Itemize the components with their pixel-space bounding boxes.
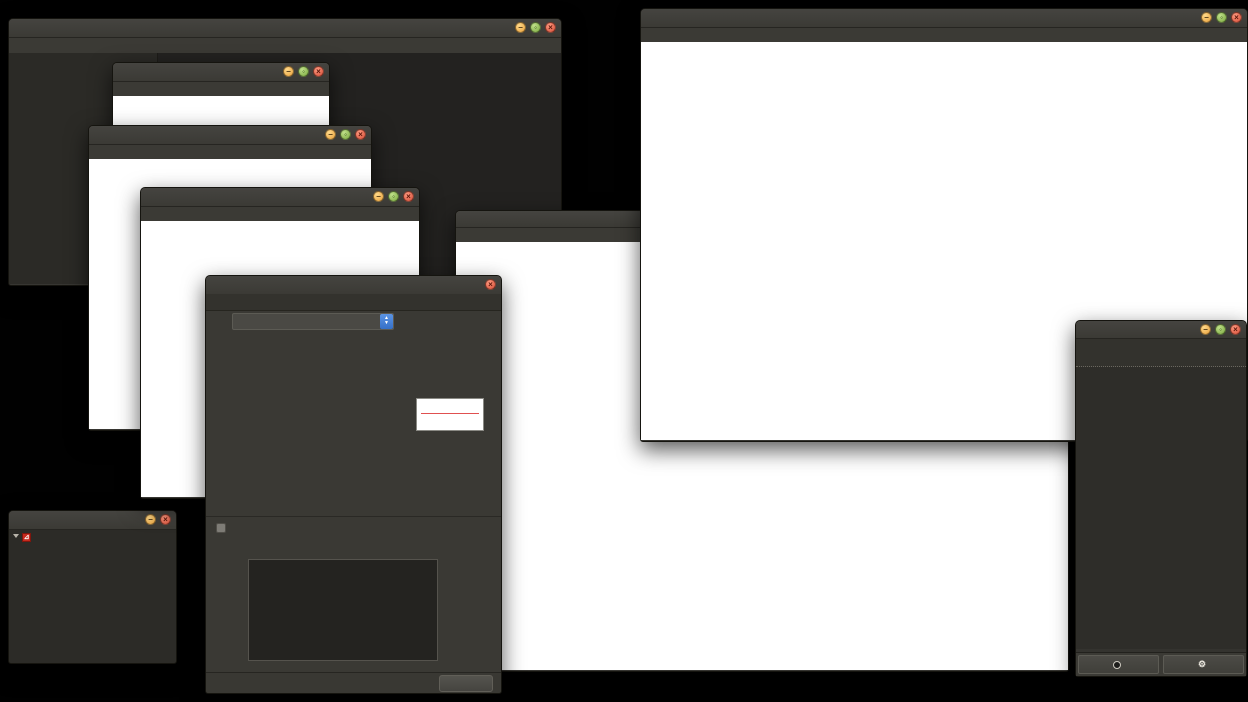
column-header-gr [1164, 348, 1246, 357]
chevron-updown-icon[interactable]: ▲ ▼ [380, 313, 393, 329]
curve-preview [416, 398, 484, 431]
apply-button[interactable]: ⚙ [1163, 655, 1244, 674]
close-icon[interactable]: × [1230, 324, 1241, 335]
minimize-icon[interactable]: − [1200, 324, 1211, 335]
opengl-menubar [141, 207, 419, 221]
gr-chart-icon: ⊿ [22, 532, 31, 542]
auto-shift-row [216, 523, 231, 533]
main-titlebar[interactable]: − ◦ × [9, 19, 561, 38]
dialog-edit-curve: × ▲ ▼ [205, 275, 502, 694]
titlebar[interactable]: − ◦ × [113, 63, 329, 82]
opengl-menubar [89, 145, 371, 159]
close-button[interactable] [439, 675, 493, 692]
titlebar[interactable]: − ◦ × [641, 9, 1247, 28]
titlebar[interactable]: − ◦ × [89, 126, 371, 145]
maximize-icon[interactable]: ◦ [1216, 12, 1227, 23]
cancel-button[interactable] [1078, 655, 1159, 674]
expander-icon[interactable] [13, 533, 19, 541]
dialog-footer [206, 672, 501, 693]
maximize-icon[interactable]: ◦ [340, 129, 351, 140]
gear-icon: ⚙ [1197, 659, 1207, 669]
maximize-icon[interactable]: ◦ [530, 22, 541, 33]
divider [206, 516, 501, 517]
edit-curve-tabs [206, 294, 501, 311]
table-button-bar: ⚙ [1076, 652, 1246, 676]
titlebar[interactable]: − × [9, 511, 176, 530]
minimize-icon[interactable]: − [373, 191, 384, 202]
minimize-icon[interactable]: − [325, 129, 336, 140]
maximize-icon[interactable]: ◦ [388, 191, 399, 202]
close-icon[interactable]: × [355, 129, 366, 140]
opengl-menubar [113, 82, 329, 96]
titlebar[interactable]: − ◦ × [141, 188, 419, 207]
toolbox-group-grGr[interactable]: ⊿ [9, 530, 176, 544]
cancel-icon [1113, 660, 1121, 669]
select-set-dropdown[interactable]: ▲ ▼ [232, 312, 394, 330]
auto-shift-checkbox[interactable] [216, 523, 226, 533]
titlebar[interactable]: × [206, 276, 501, 295]
minimize-icon[interactable]: − [1201, 12, 1212, 23]
datasets-list[interactable] [248, 559, 438, 661]
table-header [1076, 339, 1246, 367]
window-data-table: − ◦ × ⚙ [1075, 320, 1247, 677]
close-icon[interactable]: × [160, 514, 171, 525]
close-icon[interactable]: × [313, 66, 324, 77]
main-menubar [9, 38, 561, 53]
close-icon[interactable]: × [403, 191, 414, 202]
maximize-icon[interactable]: ◦ [298, 66, 309, 77]
preview-line [421, 413, 479, 414]
maximize-icon[interactable]: ◦ [1215, 324, 1226, 335]
window-toolboxes: − × ⊿ [8, 510, 177, 664]
minimize-icon[interactable]: − [145, 514, 156, 525]
titlebar[interactable]: − ◦ × [1076, 321, 1246, 339]
toolboxes-tree: ⊿ [9, 530, 176, 663]
close-icon[interactable]: × [485, 279, 496, 290]
minimize-icon[interactable]: − [283, 66, 294, 77]
data-table-body[interactable] [1076, 367, 1246, 649]
plot-menubar [641, 28, 1247, 42]
minimize-icon[interactable]: − [515, 22, 526, 33]
close-icon[interactable]: × [1231, 12, 1242, 23]
close-icon[interactable]: × [545, 22, 556, 33]
